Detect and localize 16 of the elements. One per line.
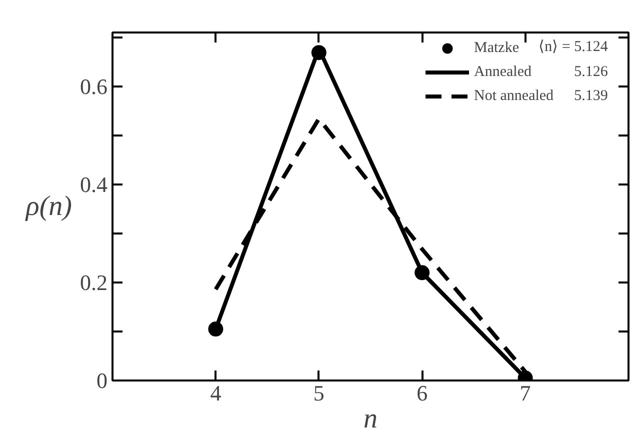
- x-tick-label: 6: [416, 380, 428, 406]
- y-tick-label: 0.4: [80, 172, 108, 197]
- x-axis-title: n: [364, 404, 378, 434]
- y-tick-label: 0.6: [80, 74, 108, 99]
- legend-label: Annealed: [474, 64, 532, 80]
- x-tick-label: 4: [210, 380, 222, 406]
- y-axis-title: ρ(n): [24, 191, 72, 222]
- x-tick-label: 7: [520, 380, 531, 406]
- x-tick-label: 5: [313, 380, 324, 406]
- legend-label: Matzke: [474, 40, 519, 56]
- y-tick-label: 0: [96, 368, 108, 393]
- annotation: 5.139: [574, 88, 608, 104]
- legend-label: Not annealed: [474, 88, 554, 104]
- annotation: 5.126: [574, 64, 608, 80]
- annotation: ⟨n⟩ = 5.124: [538, 39, 608, 56]
- y-tick-label: 0.2: [80, 270, 108, 295]
